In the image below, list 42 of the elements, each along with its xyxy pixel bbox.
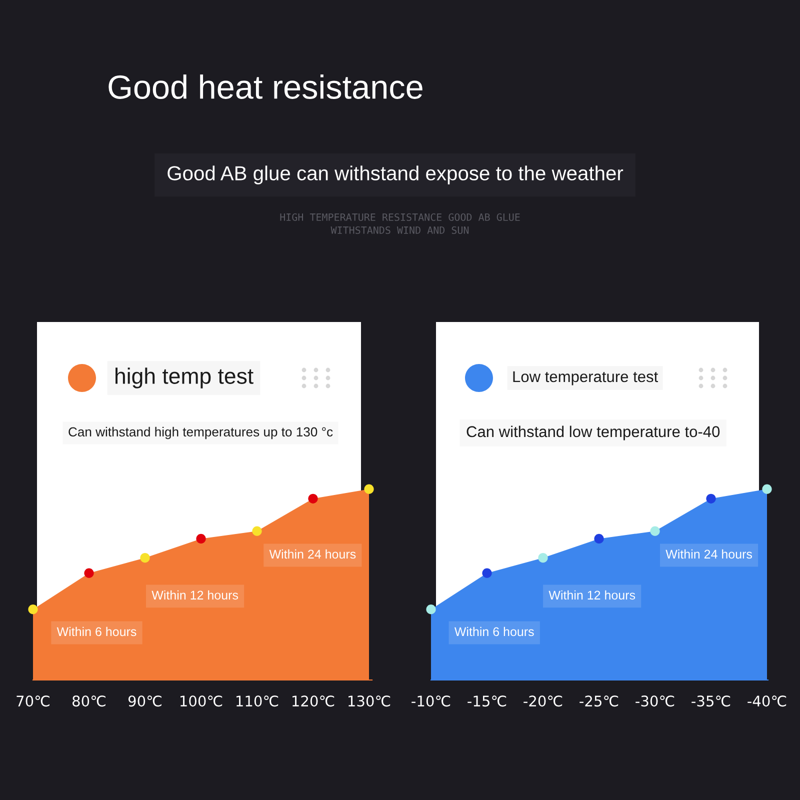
annotation: Within 6 hours <box>56 626 136 636</box>
text: Good AB glue can withstand expose to the weather <box>168 166 624 184</box>
annotation: Within 12 hours <box>152 590 238 600</box>
point <box>364 484 374 494</box>
point <box>650 526 660 536</box>
chart-subtitle: Can withstand high temperatures up to 130 °c <box>68 426 333 440</box>
annotation: Within 12 hours <box>548 590 636 600</box>
point <box>538 553 548 563</box>
x-tick-label: 100℃ <box>180 696 222 707</box>
x-tick-label: 90℃ <box>128 696 162 707</box>
annotation: Within 6 hours <box>454 626 534 636</box>
point <box>706 494 716 504</box>
chart-title: high temp test <box>116 368 254 388</box>
x-tick-label: -15℃ <box>468 696 506 707</box>
point <box>308 494 318 504</box>
x-tick-label: -20℃ <box>524 696 562 707</box>
x-tick-label: -35℃ <box>692 696 730 707</box>
x-tick-label: -25℃ <box>580 696 618 707</box>
x-tick-label: -10℃ <box>412 696 450 707</box>
point <box>196 534 206 544</box>
point <box>594 534 604 544</box>
chart-subtitle: Can withstand low temperature to-40 <box>466 426 720 440</box>
x-tick-label: 110℃ <box>236 696 278 707</box>
point <box>28 604 38 614</box>
x-tick-label: -30℃ <box>636 696 674 707</box>
chart-title: Low temperature test <box>513 371 658 386</box>
annotation: Within 24 hours <box>666 549 752 559</box>
point <box>140 553 150 563</box>
x-tick-label: 120℃ <box>292 696 334 707</box>
text: Good heat resistance <box>108 74 422 99</box>
x-tick-label: 80℃ <box>72 696 106 707</box>
point <box>252 526 262 536</box>
point <box>84 568 94 578</box>
x-tick-label: 130℃ <box>348 696 390 707</box>
point <box>762 484 772 494</box>
x-tick-label: 70℃ <box>16 696 50 707</box>
text: WITHSTANDS WIND AND SUN <box>330 226 469 234</box>
point <box>426 604 436 614</box>
text: HIGH TEMPERATURE RESISTANCE GOOD AB GLUE <box>280 213 520 221</box>
x-tick-label: -40℃ <box>748 696 786 707</box>
point <box>482 568 492 578</box>
annotation: Within 24 hours <box>269 549 356 559</box>
